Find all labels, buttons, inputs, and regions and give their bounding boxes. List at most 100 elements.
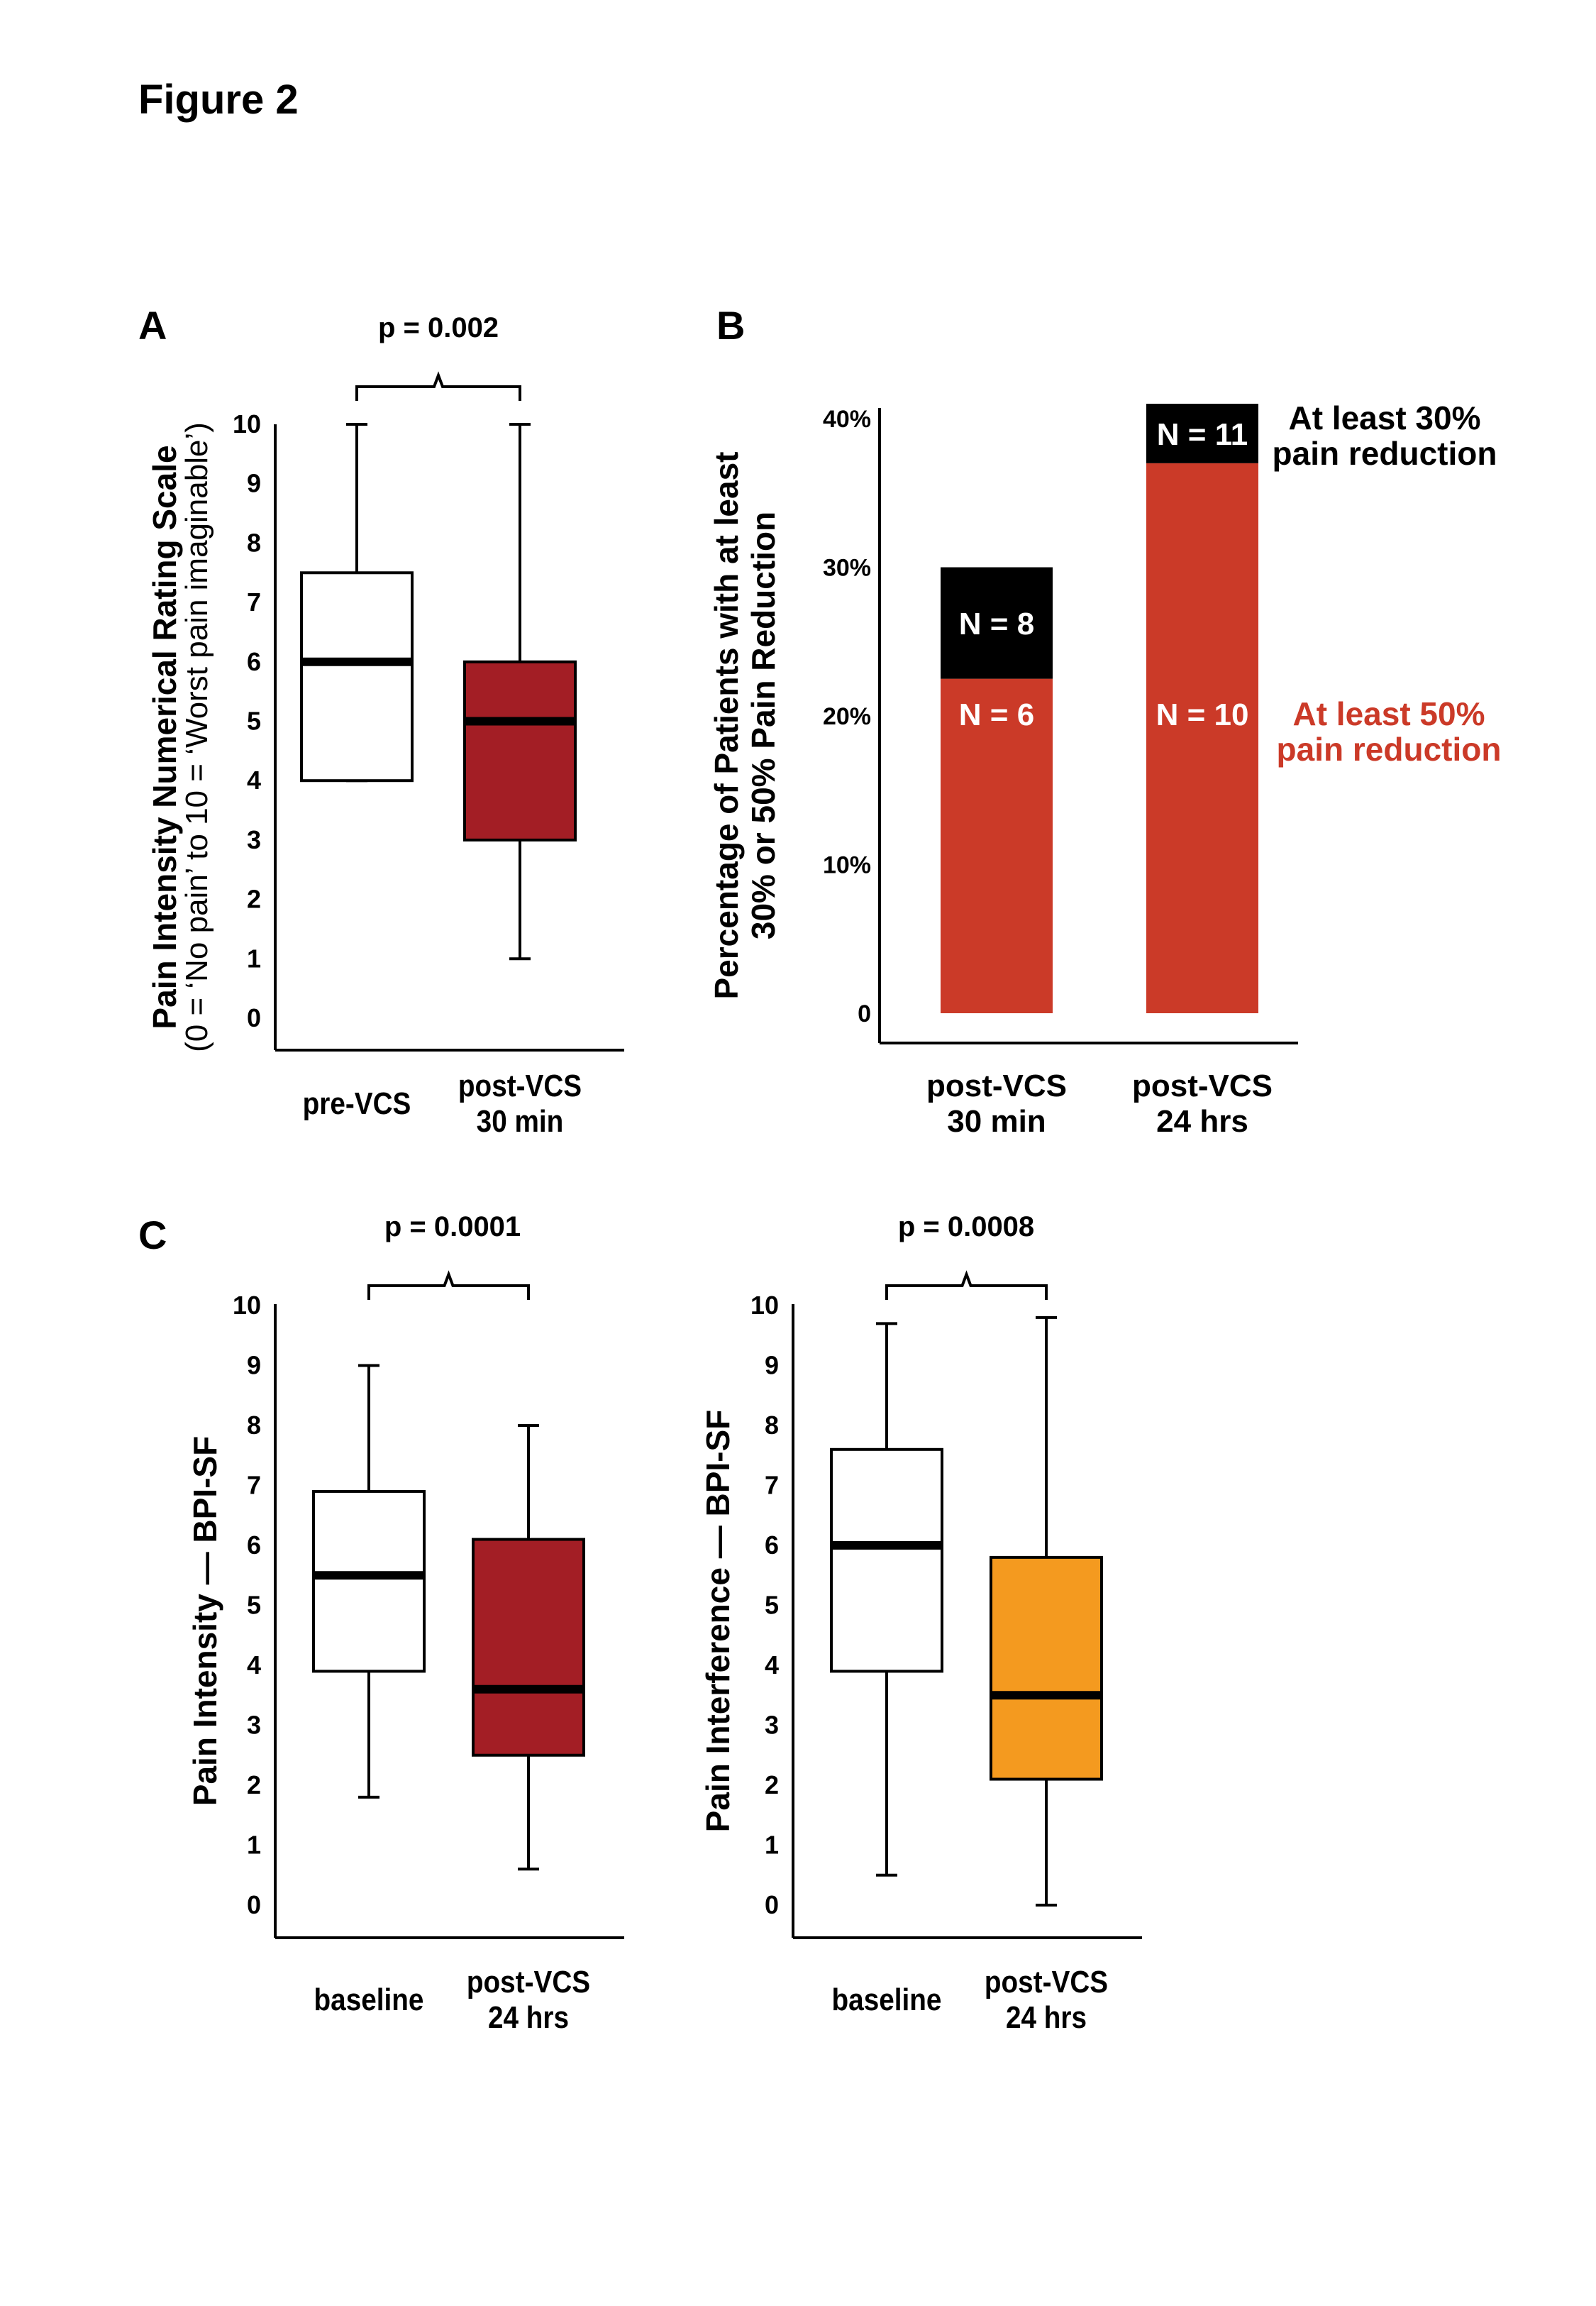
panel-label-b: B — [716, 303, 745, 348]
y-tick-label: 3 — [247, 825, 261, 854]
x-tick-label: post-VCS — [926, 1069, 1067, 1103]
y-axis-title: Pain Intensity Numerical Rating Scale — [146, 445, 183, 1029]
panel-c2: 0 1 2 3 4 5 6 7 8 9 10 Pain Interference — BPI-SF ba… — [699, 1211, 1142, 2035]
box-iqr — [472, 1538, 585, 1757]
bar-segment: N = 6 — [941, 678, 1053, 1013]
y-tick-label: 0 — [247, 1890, 261, 1919]
box-iqr — [312, 1489, 426, 1673]
x-tick-label: baseline — [314, 1982, 424, 2017]
bar-rect — [941, 678, 1053, 1013]
y-tick-label: 10 — [750, 1291, 779, 1320]
x-tick-label: 30 min — [477, 1103, 564, 1139]
p-value-label: p = 0.002 — [378, 312, 499, 343]
box-c2-1: baseline — [830, 1322, 943, 2017]
y-tick-label: 7 — [765, 1471, 779, 1500]
x-tick-label: post-VCS — [1132, 1069, 1273, 1103]
y-tick-label: 9 — [765, 1351, 779, 1380]
y-tick-label: 0 — [765, 1890, 779, 1919]
y-tick-label: 5 — [247, 707, 261, 736]
y-tick-label: 10 — [233, 409, 261, 438]
legend-50-label: At least 50% — [1292, 695, 1485, 732]
x-tick-label: 30 min — [947, 1104, 1046, 1139]
y-tick-label: 0 — [247, 1003, 261, 1032]
y-tick-label: 2 — [765, 1770, 779, 1799]
x-tick-label: 24 hrs — [488, 1999, 569, 2035]
x-tick-label: baseline — [832, 1982, 942, 2017]
y-tick-label: 8 — [765, 1411, 779, 1440]
y-tick-label: 1 — [247, 944, 261, 973]
y-axis-title: Pain Intensity — BPI-SF — [187, 1436, 223, 1806]
box-c1-1: baseline — [312, 1364, 426, 2017]
significance-bracket — [885, 1270, 1048, 1300]
y-tick-label: 40% — [823, 406, 871, 433]
y-tick-label: 30% — [823, 555, 871, 582]
y-tick-label: 5 — [765, 1591, 779, 1620]
y-tick-label: 2 — [247, 1770, 261, 1799]
y-tick-label: 3 — [247, 1711, 261, 1740]
panel-b: B 0 10% 20% 30% 40% Percentage of Patients wit… — [708, 303, 1501, 1139]
y-tick-label: 9 — [247, 469, 261, 498]
bar-rect — [1146, 404, 1258, 463]
x-tick-label: post-VCS — [467, 1964, 590, 1999]
x-tick-label: post-VCS — [985, 1964, 1108, 1999]
y-tick-label: 4 — [765, 1650, 779, 1679]
y-tick-label: 2 — [247, 885, 261, 914]
p-value-label: p = 0.0008 — [898, 1211, 1034, 1242]
x-tick-label: 24 hrs — [1156, 1104, 1248, 1139]
y-tick-label: 6 — [765, 1530, 779, 1560]
y-tick-label: 1 — [247, 1831, 261, 1860]
legend-50-label: pain reduction — [1277, 731, 1502, 768]
y-axis-title: Pain Interference — BPI-SF — [699, 1410, 736, 1833]
x-tick-label: pre-VCS — [303, 1086, 411, 1121]
bar-segment: N = 10 — [1146, 463, 1258, 1013]
panel-label-c1: C — [138, 1213, 167, 1257]
figure-title: Figure 2 — [138, 77, 299, 123]
panel-label-a: A — [138, 303, 167, 348]
panel-a: A 0 1 2 3 4 5 6 7 8 9 10 Pain Intensity Numerical Ra… — [138, 303, 624, 1139]
y-tick-label: 7 — [247, 587, 261, 617]
legend-30-label: At least 30% — [1288, 399, 1480, 436]
bar-rect — [1146, 463, 1258, 1013]
y-tick-label: 7 — [247, 1471, 261, 1500]
bar-rect — [941, 567, 1053, 679]
bar-data-label: N = 11 — [1157, 417, 1248, 452]
y-axis-title: 30% or 50% Pain Reduction — [745, 512, 782, 939]
y-tick-label: 5 — [247, 1591, 261, 1620]
y-tick-label: 8 — [247, 528, 261, 557]
box-a-1: pre-VCS — [300, 423, 414, 1121]
y-tick-label: 10% — [823, 852, 871, 879]
y-tick-label: 4 — [247, 1650, 261, 1679]
y-axis-title: Percentage of Patients with at least — [708, 451, 745, 999]
bar-data-label: N = 6 — [959, 697, 1034, 732]
box-iqr — [463, 660, 577, 842]
bar-data-label: N = 10 — [1156, 697, 1249, 732]
box-iqr — [830, 1447, 943, 1673]
y-tick-label: 1 — [765, 1831, 779, 1860]
significance-bracket — [367, 1270, 530, 1300]
legend-30-label: pain reduction — [1273, 435, 1497, 472]
y-tick-label: 6 — [247, 1530, 261, 1560]
bar-segment: N = 8 — [941, 567, 1053, 679]
p-value-label: p = 0.0001 — [384, 1211, 521, 1242]
y-tick-label: 9 — [247, 1351, 261, 1380]
x-tick-label: 24 hrs — [1006, 1999, 1087, 2035]
y-tick-label: 6 — [247, 647, 261, 676]
box-iqr — [990, 1555, 1103, 1781]
box-iqr — [300, 571, 414, 783]
y-tick-label: 10 — [233, 1291, 261, 1320]
y-tick-label: 20% — [823, 703, 871, 730]
bar-segment: N = 11 — [1146, 404, 1258, 463]
panel-c1: C 0 1 2 3 4 5 6 7 8 9 10 Pain Intensity — BPI-SF base… — [138, 1211, 624, 2035]
x-tick-label: post-VCS — [458, 1068, 582, 1103]
y-tick-label: 3 — [765, 1711, 779, 1740]
bar-data-label: N = 8 — [959, 607, 1034, 641]
significance-bracket — [355, 371, 521, 401]
y-tick-label: 0 — [858, 1000, 871, 1027]
y-tick-label: 8 — [247, 1411, 261, 1440]
y-tick-label: 4 — [247, 766, 261, 795]
